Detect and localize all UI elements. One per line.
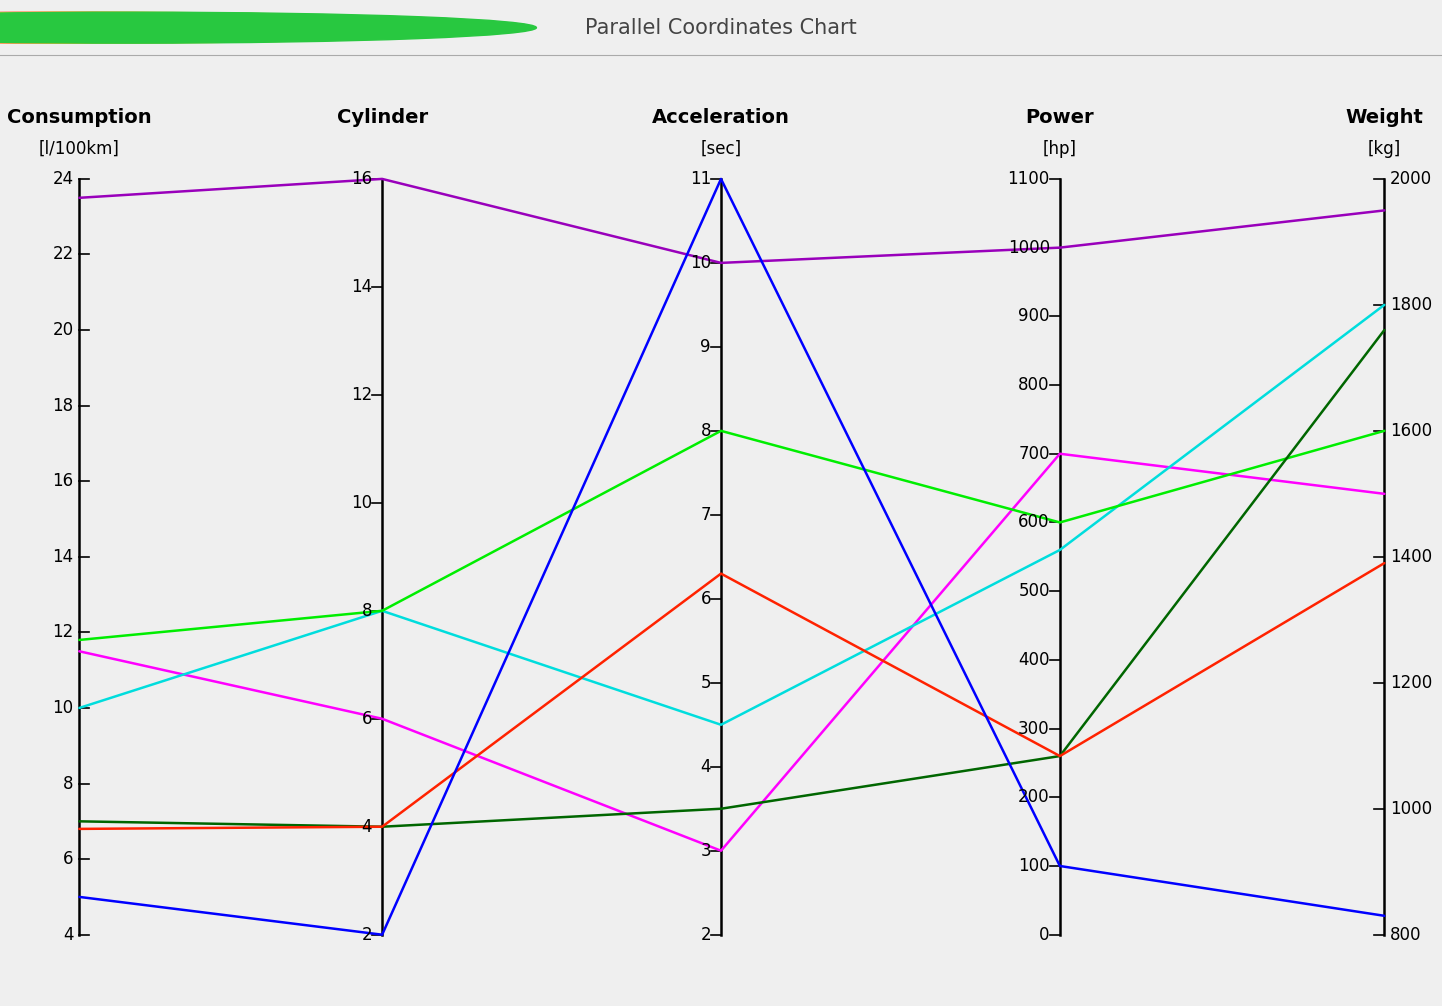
Text: 20: 20 <box>52 321 74 339</box>
Text: 10: 10 <box>52 699 74 717</box>
Text: 24: 24 <box>52 170 74 188</box>
Text: 14: 14 <box>350 278 372 296</box>
Text: 16: 16 <box>350 170 372 188</box>
Text: Power: Power <box>1025 108 1094 127</box>
Circle shape <box>0 12 536 43</box>
Text: 1400: 1400 <box>1390 548 1432 565</box>
Text: 400: 400 <box>1018 651 1050 669</box>
Text: [kg]: [kg] <box>1367 140 1402 158</box>
Text: 3: 3 <box>701 842 711 860</box>
Text: 4: 4 <box>362 818 372 836</box>
Text: 100: 100 <box>1018 857 1050 875</box>
Text: 8: 8 <box>63 775 74 793</box>
Text: 5: 5 <box>701 674 711 692</box>
Text: 7: 7 <box>701 506 711 524</box>
Text: 22: 22 <box>52 245 74 264</box>
Text: 2: 2 <box>701 926 711 944</box>
Text: Acceleration: Acceleration <box>652 108 790 127</box>
Text: 6: 6 <box>701 590 711 608</box>
Text: 6: 6 <box>63 850 74 868</box>
Text: 8: 8 <box>362 602 372 620</box>
Text: 500: 500 <box>1018 582 1050 601</box>
Text: 200: 200 <box>1018 789 1050 806</box>
Text: 10: 10 <box>689 254 711 272</box>
Text: 9: 9 <box>701 338 711 356</box>
Text: 1000: 1000 <box>1008 238 1050 257</box>
Text: 14: 14 <box>52 548 74 565</box>
Text: Weight: Weight <box>1345 108 1423 127</box>
Text: 4: 4 <box>701 758 711 776</box>
Text: 18: 18 <box>52 396 74 414</box>
Text: 1200: 1200 <box>1390 674 1432 692</box>
Text: 1000: 1000 <box>1390 800 1432 818</box>
Text: 900: 900 <box>1018 307 1050 325</box>
Text: 8: 8 <box>701 422 711 440</box>
Text: 700: 700 <box>1018 445 1050 463</box>
Text: 4: 4 <box>63 926 74 944</box>
Text: 1100: 1100 <box>1008 170 1050 188</box>
Text: 2: 2 <box>362 926 372 944</box>
Text: [hp]: [hp] <box>1043 140 1077 158</box>
Text: [sec]: [sec] <box>701 140 741 158</box>
Circle shape <box>0 12 459 43</box>
Text: 12: 12 <box>350 386 372 403</box>
Text: 12: 12 <box>52 624 74 642</box>
Text: Consumption: Consumption <box>7 108 151 127</box>
Text: 1800: 1800 <box>1390 296 1432 314</box>
Text: 800: 800 <box>1018 376 1050 394</box>
Text: 300: 300 <box>1018 719 1050 737</box>
Circle shape <box>0 12 497 43</box>
Text: Cylinder: Cylinder <box>336 108 428 127</box>
Text: 10: 10 <box>350 494 372 512</box>
Text: 6: 6 <box>362 710 372 727</box>
Text: 1600: 1600 <box>1390 422 1432 440</box>
Text: 800: 800 <box>1390 926 1422 944</box>
Text: 0: 0 <box>1040 926 1050 944</box>
Text: 11: 11 <box>689 170 711 188</box>
Text: 16: 16 <box>52 472 74 490</box>
Text: [l/100km]: [l/100km] <box>39 140 120 158</box>
Text: 600: 600 <box>1018 513 1050 531</box>
Text: 2000: 2000 <box>1390 170 1432 188</box>
Text: Parallel Coordinates Chart: Parallel Coordinates Chart <box>585 18 857 37</box>
